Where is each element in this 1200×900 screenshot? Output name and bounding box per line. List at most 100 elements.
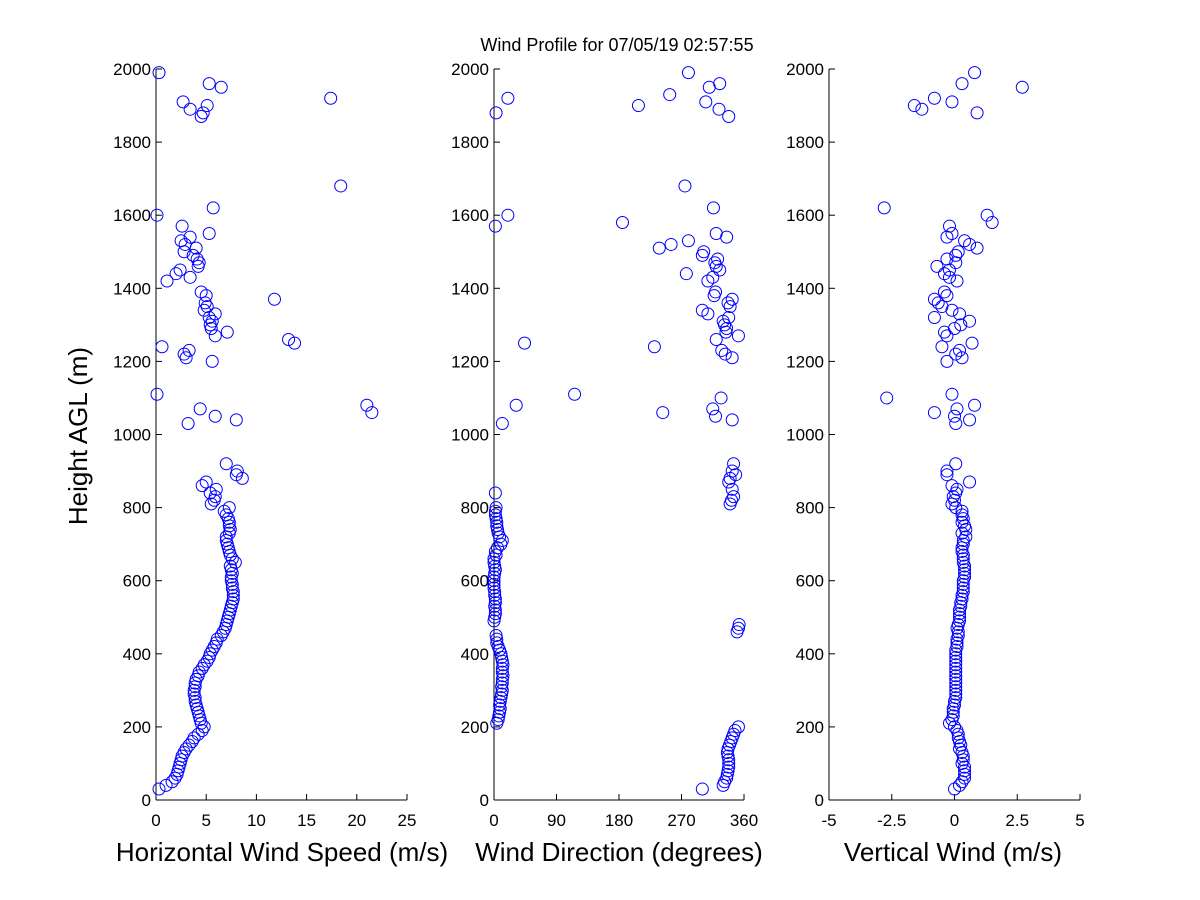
- speed-y-tick-label: 1400: [113, 279, 151, 298]
- direction-data-point: [489, 501, 503, 515]
- vertical-data-point: [958, 771, 972, 785]
- speed-data-point: [150, 387, 164, 401]
- vertical-data-point: [958, 563, 972, 577]
- vertical-data-point: [950, 402, 964, 416]
- vertical-data-point: [985, 216, 999, 230]
- speed-x-tick-label: 25: [398, 811, 417, 830]
- speed-data-point: [195, 479, 209, 493]
- vertical-data-point: [953, 610, 967, 624]
- vertical-data-point: [963, 475, 977, 489]
- direction-data-point: [568, 387, 582, 401]
- vertical-data-point: [958, 566, 972, 580]
- speed-data-point: [224, 574, 238, 588]
- direction-markers: [487, 66, 746, 796]
- direction-data-point: [488, 588, 502, 602]
- direction-y-tick-label: 0: [480, 791, 489, 810]
- vertical-data-point: [955, 526, 969, 540]
- speed-data-point: [188, 694, 202, 708]
- speed-data-point: [169, 267, 183, 281]
- direction-data-point: [709, 332, 723, 346]
- speed-data-point: [214, 80, 228, 94]
- direction-data-point: [713, 263, 727, 277]
- speed-data-point: [202, 226, 216, 240]
- direction-data-point: [706, 402, 720, 416]
- vertical-data-point: [935, 300, 949, 314]
- vertical-data-point: [968, 66, 982, 80]
- speed-data-point: [197, 303, 211, 317]
- direction-y-tick-label: 400: [461, 645, 489, 664]
- speed-data-point: [199, 475, 213, 489]
- vertical-data-point: [927, 406, 941, 420]
- vertical-data-point: [915, 102, 929, 116]
- speed-x-tick-label: 0: [151, 811, 160, 830]
- direction-data-point: [679, 267, 693, 281]
- vertical-data-point: [956, 555, 970, 569]
- speed-data-point: [209, 482, 223, 496]
- direction-data-point: [721, 296, 735, 310]
- vertical-data-point: [958, 760, 972, 774]
- vertical-data-point: [946, 709, 960, 723]
- vertical-data-point: [877, 201, 891, 215]
- speed-data-point: [226, 588, 240, 602]
- vertical-y-tick-label: 1600: [786, 206, 824, 225]
- vertical-data-point: [937, 285, 951, 299]
- speed-data-point: [190, 252, 204, 266]
- speed-data-point: [195, 724, 209, 738]
- vertical-data-point: [949, 347, 963, 361]
- vertical-x-tick-label: 5: [1075, 811, 1084, 830]
- speed-data-point: [324, 91, 338, 105]
- direction-data-point: [490, 636, 504, 650]
- vertical-data-point: [955, 592, 969, 606]
- vertical-y-tick-label: 1400: [786, 279, 824, 298]
- speed-data-point: [155, 340, 169, 354]
- speed-data-point: [178, 237, 192, 251]
- vertical-y-tick-label: 200: [796, 718, 824, 737]
- speed-data-point: [152, 782, 166, 796]
- vertical-data-point: [948, 698, 961, 712]
- direction-data-point: [728, 724, 742, 738]
- direction-y-tick-label: 200: [461, 718, 489, 737]
- speed-data-point: [230, 464, 244, 478]
- direction-data-point: [713, 77, 727, 91]
- speed-data-point: [175, 219, 189, 233]
- speed-data-point: [197, 658, 211, 672]
- vertical-data-point: [950, 724, 964, 738]
- speed-x-tick-label: 10: [247, 811, 266, 830]
- vertical-data-point: [940, 354, 954, 368]
- vertical-data-point: [927, 311, 941, 325]
- speed-data-point: [175, 749, 189, 763]
- direction-data-point: [729, 468, 743, 482]
- vertical-y-tick-label: 800: [796, 499, 824, 518]
- vertical-data-point: [970, 241, 984, 255]
- vertical-data-point: [958, 764, 972, 778]
- speed-data-point: [174, 234, 188, 248]
- direction-data-point: [488, 596, 502, 610]
- direction-y-tick-label: 800: [461, 499, 489, 518]
- vertical-data-point: [949, 691, 963, 705]
- speed-data-point: [205, 354, 219, 368]
- speed-data-point: [202, 77, 216, 91]
- vertical-data-point: [949, 665, 963, 679]
- vertical-data-point: [956, 537, 970, 551]
- speed-data-point: [181, 417, 195, 431]
- vertical-data-point: [942, 219, 956, 233]
- vertical-data-point: [949, 680, 963, 694]
- direction-data-point: [495, 417, 509, 431]
- direction-data-point: [663, 88, 677, 102]
- direction-data-point: [678, 179, 692, 193]
- direction-data-point: [711, 252, 725, 266]
- direction-data-point: [723, 300, 737, 314]
- vertical-y-tick-label: 1000: [786, 426, 824, 445]
- direction-data-point: [725, 351, 739, 365]
- direction-data-point: [681, 234, 695, 248]
- vertical-data-point: [955, 544, 969, 558]
- speed-data-point: [176, 95, 190, 109]
- vertical-data-point: [949, 661, 963, 675]
- y-axis-label: Height AGL (m): [63, 347, 93, 525]
- vertical-x-tick-label: 0: [950, 811, 959, 830]
- speed-data-point: [214, 629, 228, 643]
- speed-data-point: [177, 745, 191, 759]
- direction-x-tick-label: 90: [547, 811, 566, 830]
- vertical-data-point: [963, 314, 977, 328]
- direction-x-axis-label: Wind Direction (degrees): [475, 837, 763, 867]
